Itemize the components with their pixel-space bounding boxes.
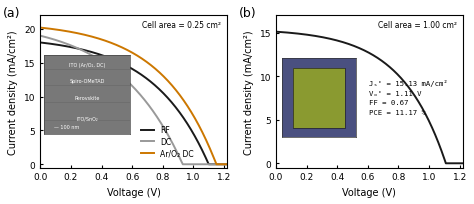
- RF: [37, 42, 43, 44]
- Line: Ar/O₂ DC: Ar/O₂ DC: [40, 28, 227, 164]
- Ar/O₂ DC: [122, 48, 128, 51]
- Text: Jₛᶜ = 15.13 mA/cm²
Vₒᶜ = 1.11 V
FF = 0.67
PCE = 11.17 %: Jₛᶜ = 15.13 mA/cm² Vₒᶜ = 1.11 V FF = 0.6…: [369, 80, 448, 115]
- DC: [147, 107, 153, 109]
- RF: [71, 47, 76, 50]
- Ar/O₂ DC: [162, 77, 168, 80]
- DC: [178, 159, 184, 162]
- Text: Cell area = 0.25 cm²: Cell area = 0.25 cm²: [143, 21, 221, 30]
- Text: (a): (a): [3, 7, 20, 20]
- Y-axis label: Current density (mA/cm²): Current density (mA/cm²): [9, 30, 18, 154]
- DC: [224, 163, 230, 166]
- Line: DC: DC: [40, 37, 227, 164]
- Text: Cell area = 1.00 cm²: Cell area = 1.00 cm²: [378, 21, 457, 30]
- Legend: RF, DC, Ar/O₂ DC: RF, DC, Ar/O₂ DC: [137, 123, 197, 161]
- Ar/O₂ DC: [147, 64, 153, 67]
- RF: [224, 163, 230, 166]
- Ar/O₂ DC: [85, 35, 91, 38]
- Ar/O₂ DC: [71, 32, 76, 34]
- Line: RF: RF: [40, 43, 227, 164]
- DC: [162, 129, 168, 131]
- Ar/O₂ DC: [37, 27, 43, 30]
- RF: [178, 113, 184, 116]
- DC: [71, 46, 76, 48]
- Y-axis label: Current density (mA/cm²): Current density (mA/cm²): [244, 30, 254, 154]
- RF: [147, 81, 153, 83]
- RF: [122, 64, 128, 67]
- Ar/O₂ DC: [178, 96, 184, 98]
- X-axis label: Voltage (V): Voltage (V): [107, 187, 161, 197]
- Ar/O₂ DC: [214, 163, 219, 166]
- X-axis label: Voltage (V): Voltage (V): [342, 187, 396, 197]
- RF: [85, 51, 91, 53]
- RF: [162, 94, 168, 97]
- DC: [37, 35, 43, 38]
- Ar/O₂ DC: [224, 163, 230, 166]
- DC: [122, 78, 128, 81]
- DC: [180, 163, 186, 166]
- Text: (b): (b): [238, 7, 256, 20]
- RF: [206, 163, 212, 166]
- DC: [85, 53, 91, 55]
